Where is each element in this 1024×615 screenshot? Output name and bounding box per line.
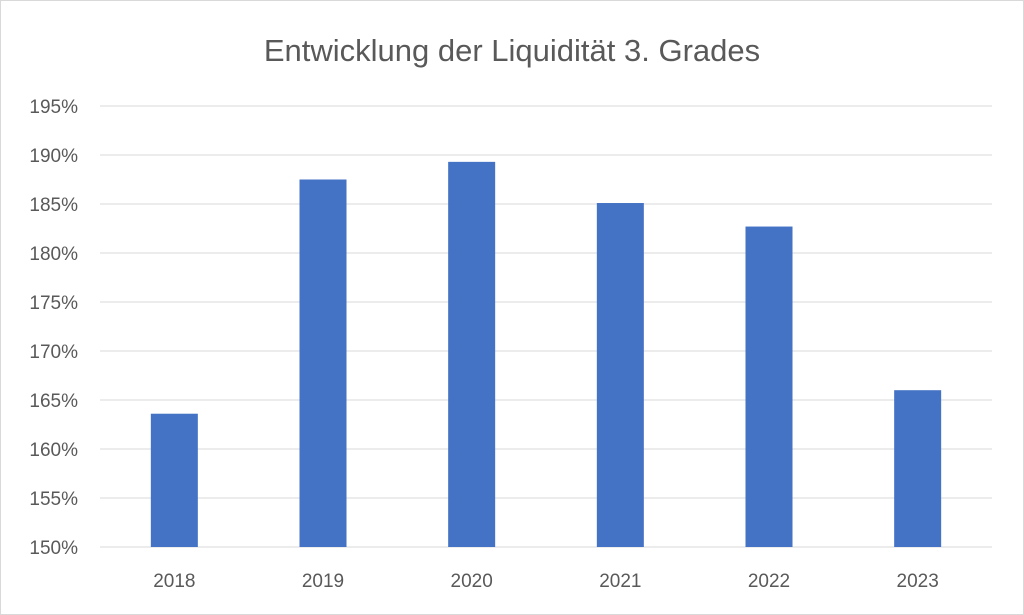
x-tick-label: 2023 <box>897 571 939 592</box>
y-tick-label: 155% <box>29 489 78 510</box>
bars <box>150 161 942 548</box>
x-tick-label: 2019 <box>302 571 344 592</box>
y-tick-label: 165% <box>29 391 78 412</box>
y-tick-label: 190% <box>29 146 78 167</box>
y-tick-label: 170% <box>29 342 78 363</box>
chart-title: Entwicklung der Liquidität 3. Grades <box>264 33 760 68</box>
bar-2019 <box>299 179 347 547</box>
y-axis-tick-labels: 150% 155% 160% 165% 170% 175% 180% 185% 190% 195% <box>29 97 78 559</box>
y-tick-label: 150% <box>29 538 78 559</box>
y-tick-label: 160% <box>29 440 78 461</box>
x-tick-label: 2022 <box>748 571 790 592</box>
x-tick-label: 2018 <box>153 571 195 592</box>
bar-2020 <box>448 161 496 548</box>
y-tick-label: 180% <box>29 244 78 265</box>
x-tick-label: 2021 <box>599 571 641 592</box>
bar-2022 <box>745 226 793 548</box>
bar-2023 <box>894 390 942 547</box>
x-axis-tick-labels: 2018 2019 2020 2021 2022 2023 <box>153 571 939 592</box>
y-tick-label: 195% <box>29 97 78 118</box>
y-tick-label: 185% <box>29 195 78 216</box>
x-tick-label: 2020 <box>451 571 493 592</box>
bar-2018 <box>150 413 198 547</box>
gridlines <box>100 105 992 548</box>
y-tick-label: 175% <box>29 293 78 314</box>
bar-2021 <box>596 203 644 547</box>
